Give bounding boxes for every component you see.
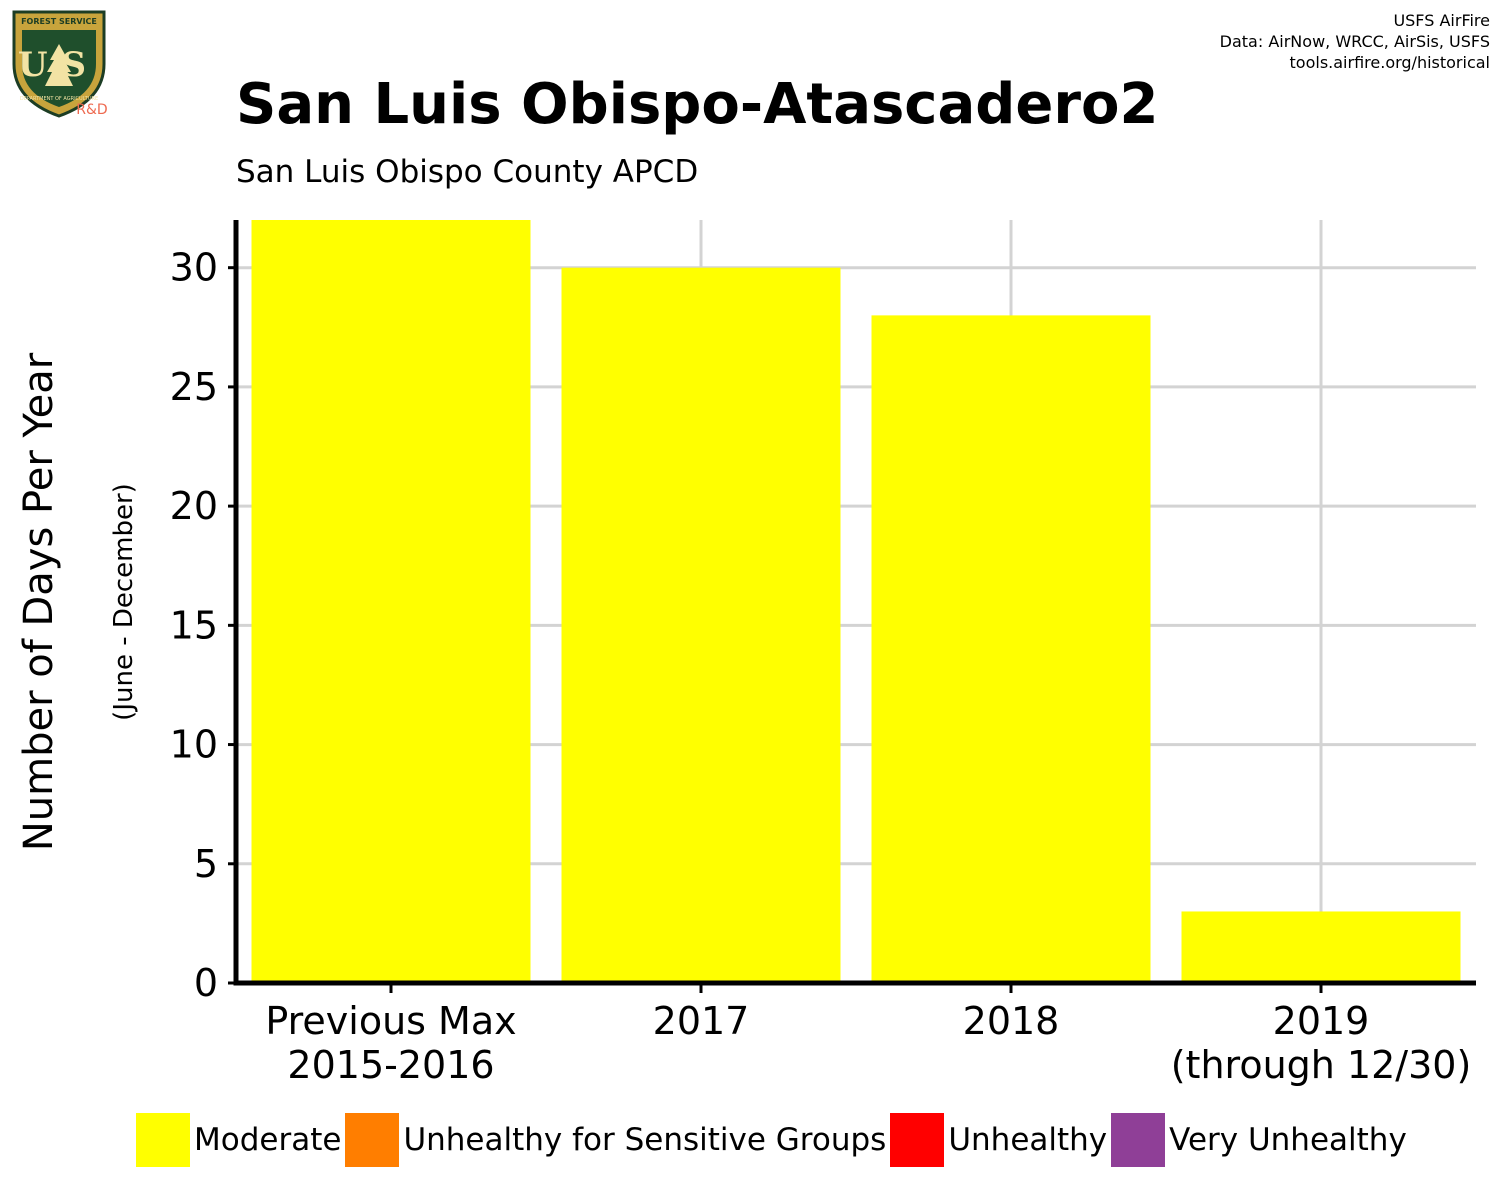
x-tick-label: 2019 (1273, 999, 1370, 1043)
legend-item-very-unhealthy: Very Unhealthy (1111, 1113, 1411, 1167)
x-tick-label: 2017 (653, 999, 750, 1043)
bar-moderate (1181, 911, 1461, 983)
legend-item-moderate: Moderate (136, 1113, 345, 1167)
legend-label: Unhealthy for Sensitive Groups (403, 1122, 887, 1158)
credit-line-2: Data: AirNow, WRCC, AirSis, USFS (1219, 32, 1490, 51)
legend-item-unhealthy-for-sensitive-groups: Unhealthy for Sensitive Groups (345, 1113, 890, 1167)
chart-subtitle: San Luis Obispo County APCD (236, 154, 699, 190)
x-tick-label: (through 12/30) (1171, 1043, 1472, 1087)
legend-swatch (345, 1113, 400, 1167)
legend-label: Very Unhealthy (1169, 1122, 1407, 1158)
legend-swatch (136, 1113, 190, 1167)
y-tick-label: 5 (194, 842, 218, 886)
bar-moderate (871, 315, 1151, 983)
bar-moderate (561, 267, 841, 983)
usfs-logo: FOREST SERVICE US DEPARTMENT OF AGRICULT… (12, 10, 108, 118)
y-tick-label: 10 (170, 723, 218, 767)
chart-bars (251, 220, 1461, 983)
logo-top-text: FOREST SERVICE (21, 17, 97, 26)
legend-item-unhealthy: Unhealthy (890, 1113, 1111, 1167)
y-axis-label: Number of Days Per Year (16, 352, 62, 851)
y-tick-label: 20 (170, 484, 218, 528)
y-tick-label: 15 (170, 603, 218, 647)
y-axis-sublabel: (June - December) (109, 483, 139, 721)
logo-rd-text: R&D (76, 102, 107, 118)
credit-line-3: tools.airfire.org/historical (1289, 53, 1490, 72)
bar-moderate (251, 220, 531, 983)
x-tick-label: Previous Max (265, 999, 516, 1043)
legend-swatch (1111, 1113, 1166, 1167)
tree-icon (45, 44, 73, 86)
x-tick-label: 2018 (963, 999, 1060, 1043)
legend-label: Moderate (194, 1122, 342, 1158)
y-tick-label: 0 (194, 961, 218, 1005)
y-tick-label: 25 (170, 365, 218, 409)
chart-title: San Luis Obispo-Atascadero2 (236, 72, 1159, 137)
legend-swatch (890, 1113, 945, 1167)
chart-axes (233, 220, 1476, 986)
logo-bottom-text: DEPARTMENT OF AGRICULTURE (20, 96, 98, 102)
y-tick-label: 30 (170, 246, 218, 290)
data-credits: USFS AirFire Data: AirNow, WRCC, AirSis,… (1220, 10, 1490, 73)
legend-label: Unhealthy (948, 1122, 1108, 1158)
chart-legend: Moderate Unhealthy for Sensitive Groups Un… (136, 1113, 1411, 1167)
x-tick-label: 2015-2016 (287, 1043, 494, 1087)
credit-line-1: USFS AirFire (1393, 11, 1490, 30)
